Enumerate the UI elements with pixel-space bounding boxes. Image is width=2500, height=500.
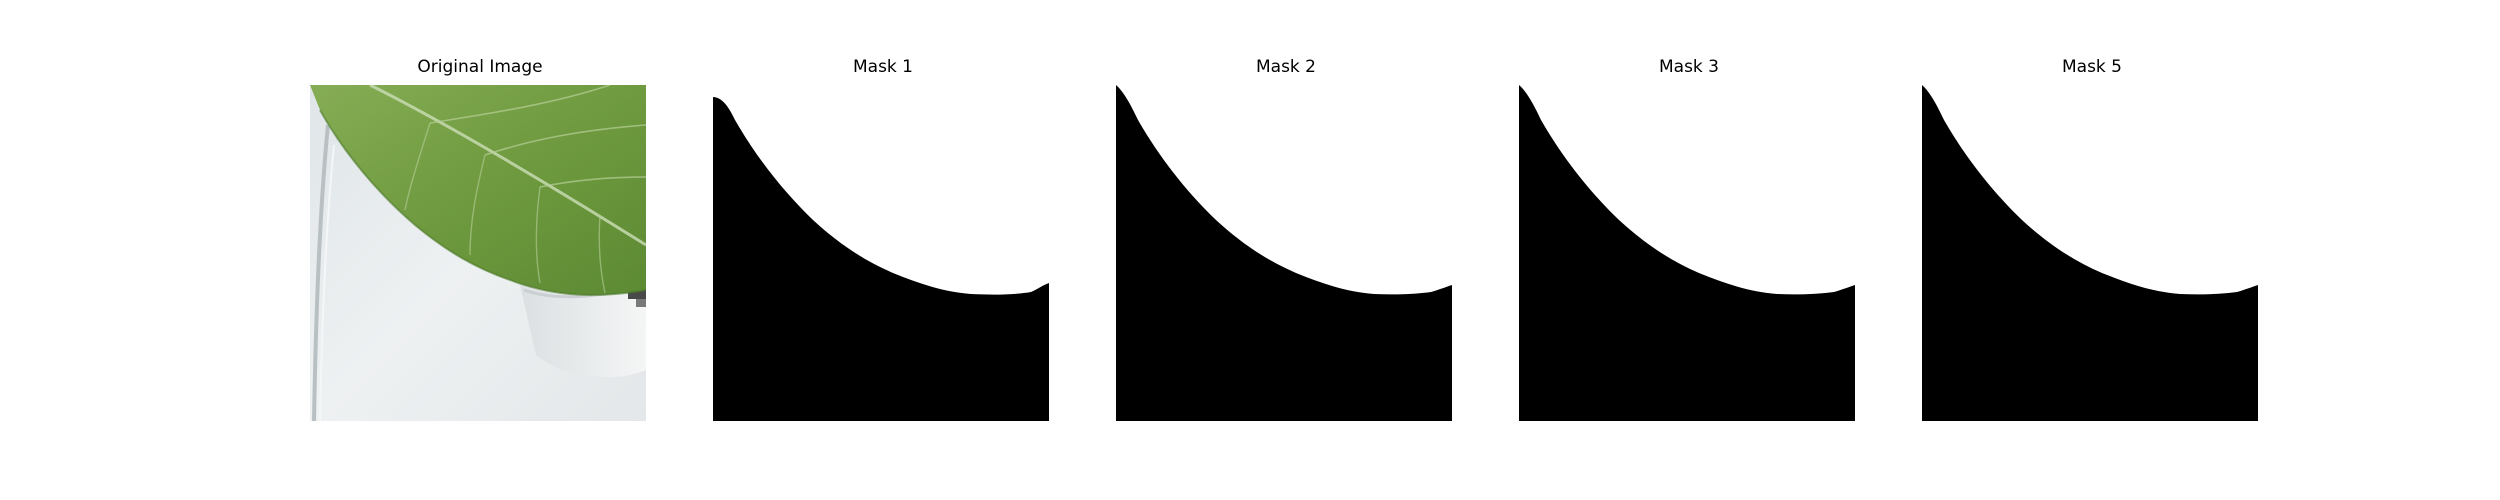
panel-title: Mask 1	[852, 57, 913, 77]
mask-2-shape	[1116, 85, 1452, 421]
panel-title: Mask 2	[1255, 57, 1316, 77]
mask-5-shape	[1922, 85, 2258, 421]
panel-title: Mask 5	[2061, 57, 2122, 77]
mask-image	[1116, 85, 1452, 421]
mask-image	[713, 85, 1049, 421]
panel-title: Mask 3	[1658, 57, 1719, 77]
original-image	[310, 85, 646, 421]
leaf-photo	[310, 85, 646, 421]
panel-title: Original Image	[417, 57, 543, 77]
mask-1-shape	[713, 85, 1049, 421]
mask-3-shape	[1519, 85, 1855, 421]
mask-image	[1519, 85, 1855, 421]
mask-image	[1922, 85, 2258, 421]
